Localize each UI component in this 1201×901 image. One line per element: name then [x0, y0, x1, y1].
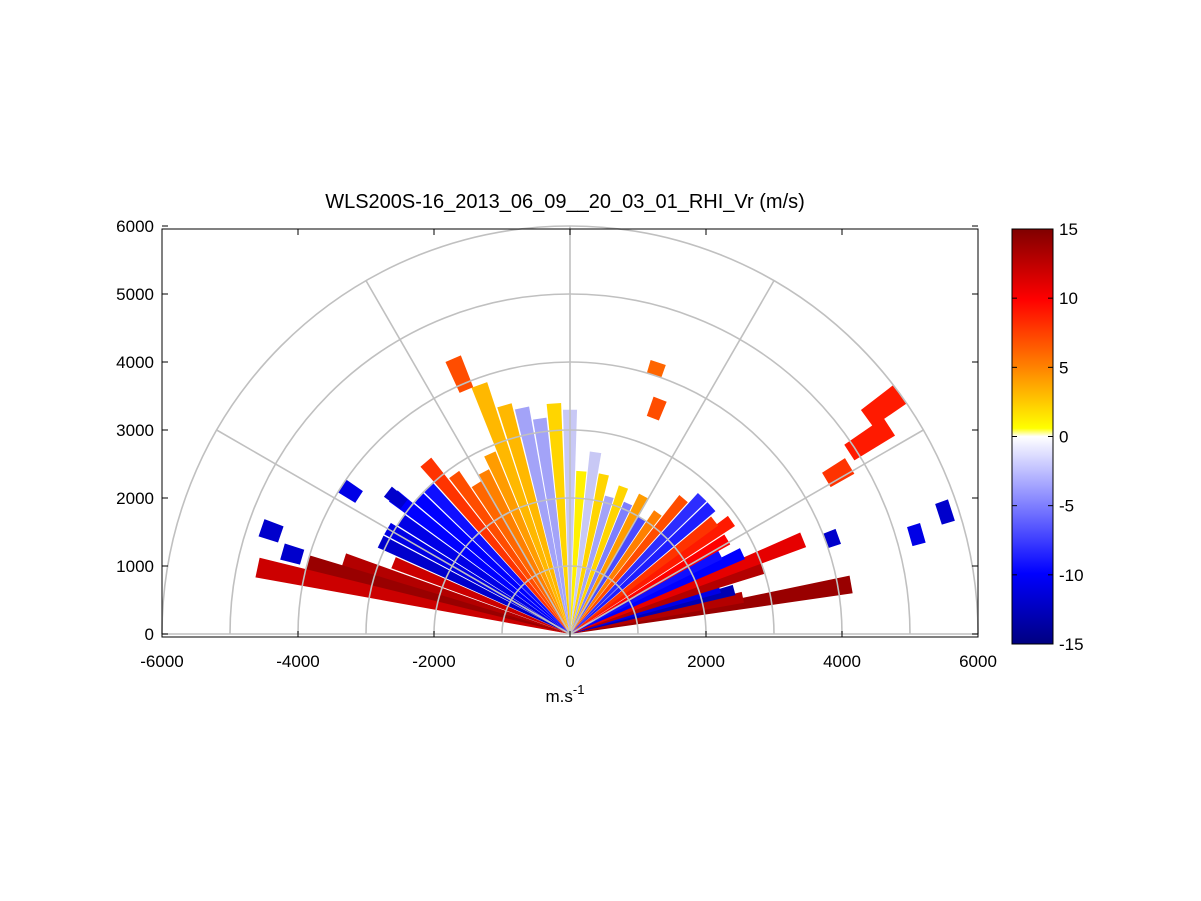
data-layer — [255, 355, 955, 634]
x-axis-label-superscript: -1 — [573, 682, 585, 697]
velocity-beam — [570, 502, 716, 634]
velocity-beam — [478, 469, 570, 634]
colorbar-ticks: -15 -10 -5 0 5 10 15 — [1012, 220, 1084, 654]
velocity-beam — [570, 510, 662, 634]
velocity-beam — [414, 492, 570, 634]
polar-spoke — [569, 280, 775, 635]
colorbar-tick-label: 0 — [1059, 428, 1068, 447]
polar-spoke — [365, 280, 571, 635]
colorbar — [1011, 228, 1054, 645]
axis-ticks: -6000 -4000 -2000 0 2000 4000 6000 0 1000 2000 300… — [116, 217, 997, 671]
chart-title: WLS200S-16_2013_06_09__20_03_01_RHI_Vr (… — [325, 191, 805, 213]
velocity-patch — [383, 486, 408, 509]
velocity-beam — [570, 515, 736, 634]
velocity-beam — [570, 534, 731, 634]
x-tick-label: 6000 — [959, 652, 997, 671]
velocity-beam — [420, 457, 570, 634]
velocity-beam — [546, 402, 570, 634]
velocity-beam — [423, 482, 570, 634]
velocity-patch — [280, 543, 305, 565]
velocity-beam — [384, 522, 570, 634]
y-tick-label: 1000 — [116, 557, 154, 576]
velocity-beam — [497, 403, 570, 634]
y-tick-label: 3000 — [116, 421, 154, 440]
velocity-patch — [860, 385, 907, 427]
x-tick-label: 0 — [565, 652, 574, 671]
colorbar-tick-label: 5 — [1059, 358, 1068, 377]
colorbar-tick-label: 15 — [1059, 220, 1078, 239]
velocity-beam — [391, 557, 570, 634]
polar-grid — [161, 225, 979, 635]
colorbar-tick-label: -10 — [1059, 566, 1084, 585]
velocity-patch — [258, 519, 284, 543]
y-tick-label: 4000 — [116, 353, 154, 372]
velocity-beam — [388, 490, 570, 634]
velocity-beam — [570, 473, 609, 634]
velocity-beam — [341, 553, 570, 634]
velocity-beam — [570, 516, 646, 634]
y-tick-label: 5000 — [116, 285, 154, 304]
x-axis-label-main: m.s — [546, 687, 573, 706]
polar-spoke — [216, 429, 571, 635]
colorbar-tick-label: 10 — [1059, 289, 1078, 308]
velocity-beam — [570, 492, 707, 634]
velocity-beam — [570, 495, 614, 634]
velocity-beam — [532, 417, 570, 634]
velocity-beam — [570, 516, 719, 634]
velocity-beam — [570, 470, 587, 634]
velocity-patch — [822, 458, 855, 488]
velocity-patch — [844, 417, 896, 461]
velocity-patch — [822, 528, 841, 549]
colorbar-tick-label: -5 — [1059, 497, 1074, 516]
x-tick-label: 4000 — [823, 652, 861, 671]
velocity-patch — [646, 360, 666, 378]
x-tick-label: -4000 — [276, 652, 319, 671]
velocity-beam — [570, 451, 602, 634]
velocity-patch — [935, 499, 955, 525]
velocity-patch — [337, 479, 363, 503]
velocity-beam — [484, 451, 570, 634]
y-tick-label: 0 — [145, 625, 154, 644]
velocity-patch — [907, 522, 926, 547]
colorbar-tick-label: -15 — [1059, 635, 1084, 654]
x-tick-label: -2000 — [412, 652, 455, 671]
velocity-beam — [449, 470, 570, 634]
x-tick-label: 2000 — [687, 652, 725, 671]
y-tick-label: 2000 — [116, 489, 154, 508]
x-axis-label: m.s-1 — [546, 682, 585, 706]
velocity-beam — [570, 548, 746, 634]
x-tick-label: -6000 — [140, 652, 183, 671]
velocity-patch — [646, 396, 667, 421]
velocity-patch — [445, 355, 474, 393]
velocity-beam — [397, 514, 570, 634]
velocity-beam — [305, 555, 570, 634]
polar-spoke — [569, 429, 924, 635]
velocity-beam — [570, 501, 633, 634]
velocity-beam — [255, 557, 570, 634]
velocity-beam — [570, 485, 629, 634]
velocity-beam — [377, 535, 570, 634]
y-tick-label: 6000 — [116, 217, 154, 236]
velocity-beam — [514, 406, 570, 634]
